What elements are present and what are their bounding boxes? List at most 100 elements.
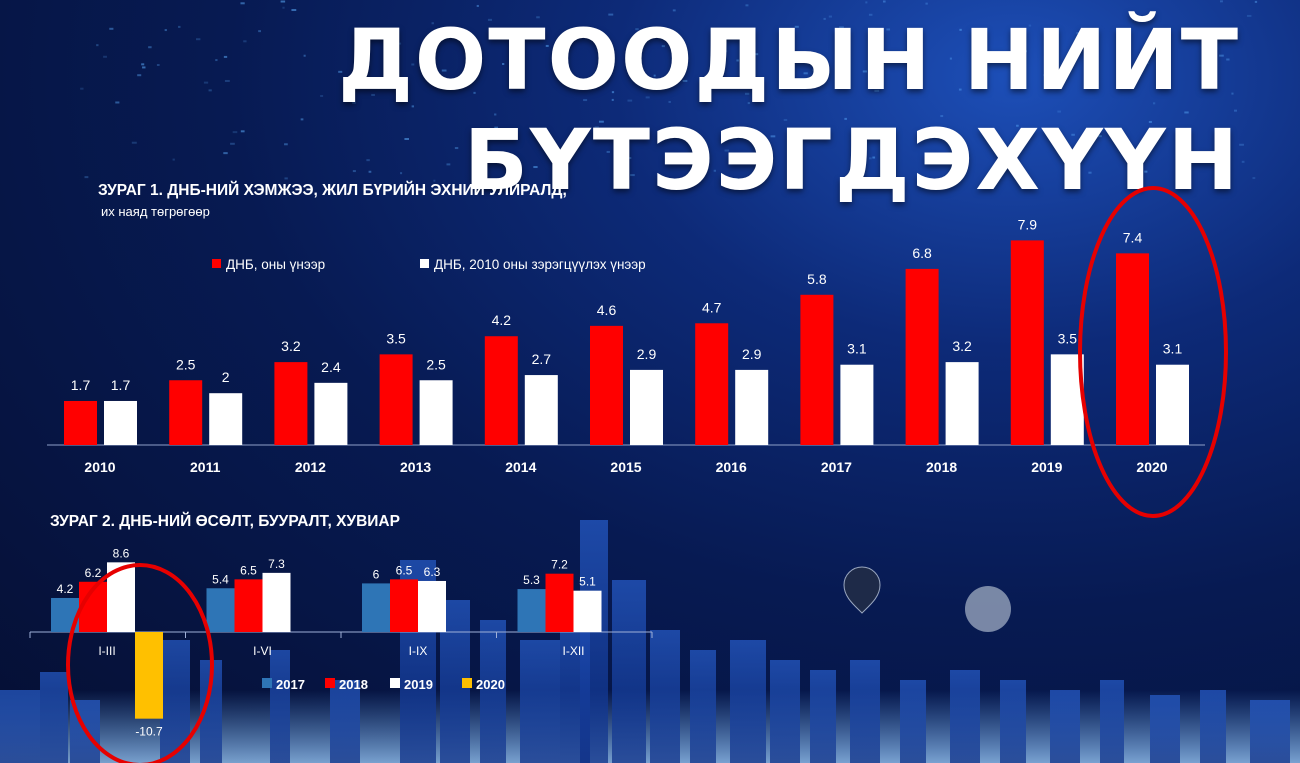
chart1-bar-current-2014 — [484, 336, 518, 445]
chart1-value-label: 3.2 — [952, 338, 972, 354]
chart1-bar-constant-2017 — [840, 364, 874, 445]
chart1-bar-constant-2015 — [630, 369, 663, 445]
chart2-value-label: 7.2 — [551, 558, 568, 572]
chart1-bar-current-2020 — [1116, 253, 1149, 445]
chart1-bar-current-2013 — [379, 354, 413, 445]
chart1-bar-current-2011 — [169, 380, 203, 445]
moon-decoration — [965, 586, 1011, 632]
chart1-value-label: 2 — [222, 369, 230, 385]
chart1-value-label: 3.5 — [386, 330, 406, 346]
chart2-value-label: 6.2 — [85, 566, 102, 580]
chart1-bar-constant-2020 — [1156, 364, 1189, 445]
chart1-value-label: 6.8 — [912, 245, 932, 261]
chart1-x-tick-label: 2015 — [610, 459, 641, 475]
chart2-value-label: 8.6 — [113, 546, 130, 560]
chart2-bar-2018-I-IX — [390, 579, 418, 632]
chart2-value-label: 7.3 — [268, 557, 285, 571]
chart2-legend-label: 2017 — [276, 677, 305, 692]
chart2-legend-swatch — [262, 678, 272, 688]
chart1-x-tick-label: 2012 — [295, 459, 326, 475]
chart1-bar-constant-2019 — [1050, 354, 1084, 445]
chart1-bar-constant-2013 — [419, 380, 453, 445]
chart1-value-label: 2.4 — [321, 359, 341, 375]
chart1-bar-current-2016 — [695, 323, 729, 445]
chart1-value-label: 5.8 — [807, 271, 827, 287]
chart1-bar-current-2012 — [274, 362, 308, 445]
chart1-x-tick-label: 2019 — [1031, 459, 1062, 475]
chart1-bar-constant-2014 — [524, 375, 558, 445]
chart1-legend-label: ДНБ, 2010 оны зэрэгцүүлэх үнээр — [434, 257, 646, 272]
chart1-value-label: 2.9 — [742, 346, 762, 362]
chart1-x-tick-label: 2017 — [821, 459, 852, 475]
chart2-value-label: 5.1 — [579, 575, 596, 589]
chart1-bar-current-2019 — [1010, 240, 1044, 445]
chart1-bar-constant-2018 — [945, 362, 979, 445]
chart1-legend-swatch — [420, 259, 429, 268]
chart1-value-label: 2.5 — [176, 356, 196, 372]
chart1-value-label: 4.2 — [492, 312, 512, 328]
chart1-bar-current-2015 — [590, 325, 623, 445]
chart1-bar-constant-2016 — [735, 369, 769, 445]
chart2-value-label: 6 — [373, 567, 380, 581]
chart2-x-tick-label: I-VI — [253, 644, 272, 658]
chart2-value-label: 5.4 — [212, 572, 229, 586]
chart1-title: ЗУРАГ 1. ДНБ-НИЙ ХЭМЖЭЭ, ЖИЛ БҮРИЙН ЭХНИ… — [98, 182, 567, 199]
chart1-bar-constant-2012 — [314, 382, 348, 445]
chart1-bar-constant-2010 — [104, 400, 137, 445]
chart1-value-label: 3.5 — [1058, 330, 1078, 346]
chart2-bar-2019-I-VI — [262, 572, 291, 632]
chart2-title: ЗУРАГ 2. ДНБ-НИЙ ӨСӨЛТ, БУУРАЛТ, ХУВИАР — [50, 513, 400, 530]
chart1-legend-label: ДНБ, оны үнээр — [226, 257, 325, 272]
chart1-legend-swatch — [212, 259, 221, 268]
chart2-value-label: -10.7 — [135, 725, 163, 739]
chart2-bar-2018-I-XII — [545, 573, 574, 632]
chart1-value-label: 3.1 — [847, 341, 867, 357]
page-title-line-1: ДОТООДЫН НИЙТ — [338, 11, 1240, 109]
chart2-bar-2019-I-XII — [573, 590, 602, 632]
chart2-legend-swatch — [325, 678, 335, 688]
chart1-bar-current-2017 — [800, 294, 834, 445]
chart1-x-tick-label: 2018 — [926, 459, 957, 475]
chart1-x-tick-label: 2020 — [1136, 459, 1167, 475]
chart2-x-tick-label: I-III — [98, 644, 115, 658]
chart1-value-label: 2.7 — [532, 351, 552, 367]
chart2-bar-2019-I-IX — [418, 580, 446, 632]
chart2-legend-label: 2018 — [339, 677, 368, 692]
chart2-bar-2018-I-VI — [234, 579, 263, 632]
chart1-value-label: 3.1 — [1163, 341, 1183, 357]
page-title-line-2: БҮТЭЭГДЭХҮҮН — [463, 111, 1240, 209]
balloon-decoration — [843, 566, 881, 614]
chart1-value-label: 3.2 — [281, 338, 301, 354]
chart2-legend-label: 2020 — [476, 677, 505, 692]
chart2-legend-swatch — [462, 678, 472, 688]
chart2-bar-2020-I-III — [135, 632, 163, 719]
chart2-legend-swatch — [390, 678, 400, 688]
chart1-value-label: 4.7 — [702, 299, 722, 315]
chart2-x-tick-label: I-XII — [562, 644, 584, 658]
chart2-highlight-ellipse — [66, 563, 214, 763]
chart2-x-tick-label: I-IX — [409, 644, 428, 658]
chart1-x-tick-label: 2016 — [716, 459, 747, 475]
chart1-highlight-ellipse — [1078, 186, 1228, 518]
chart1-bar-current-2018 — [905, 268, 939, 445]
chart1-value-label: 1.7 — [111, 377, 131, 393]
chart1-value-label: 2.5 — [426, 356, 446, 372]
chart2-value-label: 6.3 — [424, 565, 441, 579]
chart2-value-label: 6.5 — [396, 563, 413, 577]
chart1-x-tick-label: 2010 — [84, 459, 115, 475]
chart1-value-label: 1.7 — [71, 377, 91, 393]
chart1-bar-current-2010 — [64, 400, 97, 445]
chart2-value-label: 4.2 — [57, 582, 74, 596]
chart1-value-label: 7.9 — [1018, 216, 1038, 232]
chart2-bar-2017-I-VI — [206, 588, 235, 632]
chart1-value-label: 7.4 — [1123, 229, 1143, 245]
chart2-bar-2017-I-IX — [362, 583, 390, 632]
chart1-x-tick-label: 2013 — [400, 459, 431, 475]
chart1-value-label: 2.9 — [637, 346, 657, 362]
chart2-legend-label: 2019 — [404, 677, 433, 692]
chart1-value-label: 4.6 — [597, 302, 617, 318]
chart1-x-tick-label: 2014 — [505, 459, 536, 475]
